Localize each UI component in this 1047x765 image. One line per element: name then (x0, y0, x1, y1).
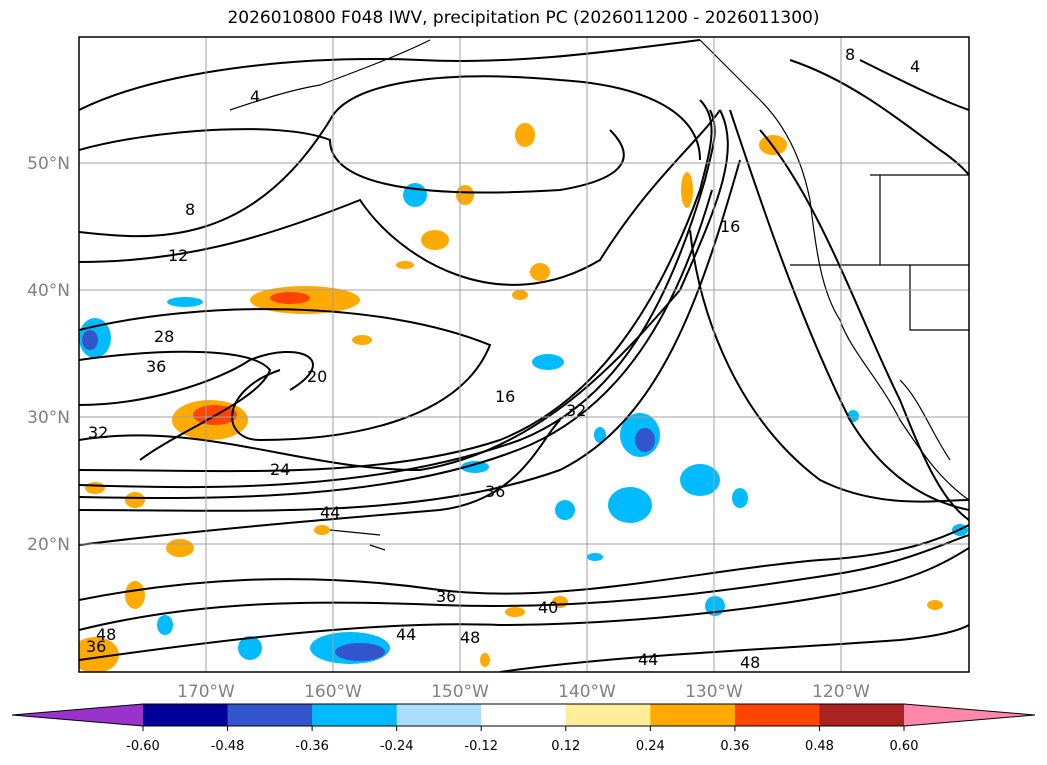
colorbar-tick-label: -0.24 (380, 739, 414, 754)
colorbar-tick-label: 0.24 (636, 739, 665, 754)
colorbar-segment (819, 704, 905, 726)
lat-label: 30°N (27, 408, 70, 428)
colorbar-tick-label: -0.48 (211, 739, 245, 754)
colorbar-tick-label: -0.36 (295, 739, 329, 754)
colorbar-segment (143, 704, 229, 726)
contour-label: 36 (86, 637, 106, 656)
colorbar-tick-label: -0.12 (464, 739, 498, 754)
lon-label: 150°W (431, 682, 489, 702)
contour-label: 36 (146, 357, 166, 376)
lon-label: 140°W (558, 682, 616, 702)
coastlines (229, 39, 969, 551)
contour-label: 4 (910, 57, 920, 76)
contour-label: 4 (250, 87, 260, 106)
contour-label: 48 (96, 625, 116, 644)
colorbar-tick-label: 0.60 (890, 739, 919, 754)
contour-label: 48 (740, 653, 760, 672)
colorbar-extend-low (12, 704, 143, 726)
contour-label: 44 (396, 625, 416, 644)
contour-label: 20 (307, 367, 327, 386)
contour-label: 8 (185, 200, 195, 219)
graticule (79, 37, 969, 672)
colorbar-segment (565, 704, 651, 726)
contour-label: 28 (154, 327, 174, 346)
lon-label: 160°W (304, 682, 362, 702)
colorbar-segment (650, 704, 736, 726)
contour-label: 36 (485, 482, 505, 501)
contour-label: 24 (270, 460, 290, 479)
contour-label: 12 (168, 246, 188, 265)
colorbar-tick-label: 0.36 (720, 739, 749, 754)
lat-label: 50°N (27, 154, 70, 174)
colorbar-tick-label: -0.60 (126, 739, 160, 754)
contour-label: 48 (460, 628, 480, 647)
colorbar-tick-label: 0.48 (805, 739, 834, 754)
latitude-labels: 50°N 40°N 30°N 20°N (27, 154, 70, 555)
contour-label: 32 (88, 423, 108, 442)
contour-label: 40 (538, 598, 558, 617)
plot-frame (78, 36, 970, 673)
contour-label: 44 (638, 650, 658, 669)
lat-label: 40°N (27, 281, 70, 301)
colorbar-segment (312, 704, 398, 726)
lat-label: 20°N (27, 535, 70, 555)
contour-label: 32 (566, 401, 586, 420)
contour-label: 44 (320, 503, 340, 522)
longitude-labels: 170°W 160°W 150°W 140°W 130°W 120°W (177, 682, 870, 702)
figure-title: 2026010800 F048 IWV, precipitation PC (2… (227, 8, 820, 28)
contour-label: 8 (845, 45, 855, 64)
contour-labels: 4 8 12 16 20 24 28 32 36 40 44 48 8 4 36… (86, 45, 920, 672)
contour-label: 16 (720, 217, 740, 236)
colorbar-tick-label: 0.12 (551, 739, 580, 754)
contour-label: 16 (495, 387, 515, 406)
colorbar-extend-high (904, 704, 1035, 726)
lon-label: 170°W (177, 682, 235, 702)
colorbar-segment (396, 704, 482, 726)
lon-label: 130°W (685, 682, 743, 702)
colorbar-segment (227, 704, 313, 726)
contour-label: 36 (436, 587, 456, 606)
colorbar-segment (734, 704, 820, 726)
colorbar: -0.60 -0.48 -0.36 -0.24 -0.12 0.12 0.24 0.36 0.4… (11, 703, 1036, 754)
colorbar-segment (481, 704, 567, 726)
lon-label: 120°W (812, 682, 870, 702)
